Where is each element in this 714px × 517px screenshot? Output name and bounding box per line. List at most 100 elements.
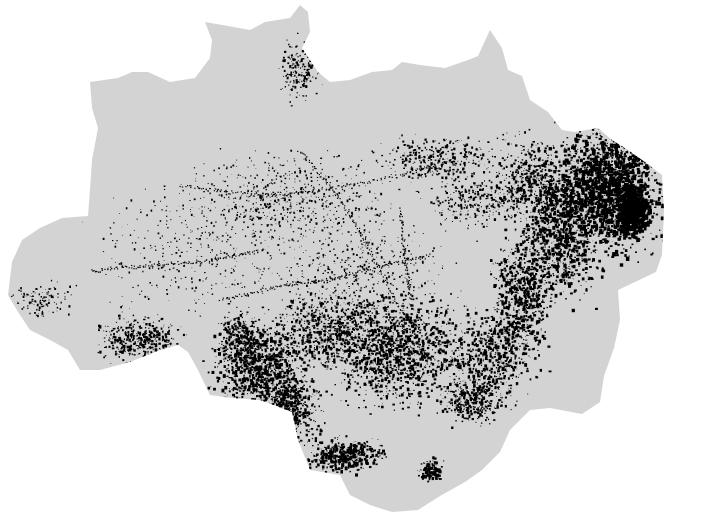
- density-mark: [591, 181, 595, 187]
- density-mark: [580, 214, 583, 217]
- density-mark: [563, 279, 566, 282]
- density-mark: [522, 302, 525, 304]
- density-mark: [632, 198, 634, 200]
- density-mark: [548, 216, 550, 218]
- density-mark: [493, 277, 495, 278]
- density-mark: [576, 254, 580, 257]
- density-mark: [514, 358, 516, 360]
- density-mark: [575, 232, 577, 234]
- density-mark: [476, 330, 478, 332]
- density-mark: [526, 219, 527, 221]
- density-mark: [548, 281, 551, 284]
- density-mark: [642, 208, 645, 210]
- density-mark: [583, 243, 586, 245]
- density-mark: [550, 220, 553, 223]
- density-mark: [577, 252, 579, 254]
- density-mark: [470, 355, 472, 357]
- density-mark: [582, 217, 584, 219]
- density-mark: [598, 179, 601, 183]
- density-mark: [538, 228, 542, 232]
- density-mark: [623, 173, 627, 176]
- density-mark: [514, 230, 516, 232]
- density-mark: [564, 232, 567, 235]
- density-mark: [592, 188, 595, 193]
- density-mark: [604, 160, 606, 162]
- density-mark: [572, 264, 576, 269]
- density-mark: [493, 284, 496, 288]
- density-mark: [528, 325, 531, 328]
- density-mark: [640, 202, 642, 205]
- density-mark: [488, 329, 491, 331]
- density-mark: [645, 191, 647, 194]
- density-mark: [559, 193, 562, 196]
- density-mark: [560, 194, 564, 197]
- density-mark: [608, 170, 612, 174]
- density-mark: [552, 189, 554, 191]
- density-mark: [552, 260, 554, 262]
- density-mark: [640, 220, 642, 222]
- density-mark: [604, 167, 606, 170]
- density-mark: [621, 211, 624, 215]
- density-mark: [561, 208, 565, 211]
- density-mark: [449, 376, 451, 378]
- density-mark: [608, 152, 610, 154]
- density-mark: [641, 172, 643, 174]
- density-mark: [614, 144, 618, 149]
- density-mark: [492, 364, 496, 367]
- density-mark: [553, 146, 554, 147]
- density-mark: [520, 358, 523, 360]
- density-mark: [577, 210, 579, 213]
- density-mark: [657, 199, 660, 202]
- density-mark: [499, 321, 501, 323]
- density-mark: [587, 209, 591, 212]
- density-mark: [523, 339, 525, 341]
- density-mark: [524, 330, 527, 333]
- density-mark: [518, 278, 520, 281]
- density-mark: [600, 210, 602, 213]
- density-mark: [528, 293, 530, 295]
- density-mark: [566, 206, 568, 208]
- density-mark: [598, 218, 603, 223]
- density-mark: [487, 336, 489, 338]
- density-mark: [540, 219, 542, 221]
- density-mark: [582, 268, 585, 271]
- density-mark: [584, 250, 587, 254]
- density-mark: [604, 239, 608, 244]
- density-mark: [523, 266, 525, 268]
- density-mark: [597, 170, 599, 172]
- density-mark: [513, 307, 515, 309]
- density-mark: [544, 275, 546, 277]
- density-mark: [491, 336, 494, 338]
- density-mark: [587, 175, 590, 177]
- density-mark: [511, 302, 513, 303]
- density-mark: [643, 186, 647, 191]
- density-mark: [471, 355, 474, 358]
- density-mark: [526, 268, 528, 270]
- density-mark: [587, 136, 591, 140]
- density-mark: [607, 200, 611, 203]
- density-mark: [458, 370, 460, 371]
- density-mark: [512, 200, 516, 203]
- density-mark: [628, 166, 632, 169]
- density-mark: [568, 194, 573, 197]
- density-mark: [631, 184, 635, 189]
- density-mark: [534, 335, 536, 337]
- density-mark: [494, 346, 496, 348]
- density-mark: [640, 239, 642, 241]
- density-mark: [585, 187, 588, 190]
- density-mark: [604, 162, 607, 166]
- density-mark: [635, 185, 637, 187]
- density-mark: [591, 165, 596, 171]
- density-mark: [365, 393, 367, 396]
- density-mark: [536, 269, 539, 271]
- density-mark: [576, 203, 579, 205]
- density-mark: [604, 144, 608, 147]
- density-mark: [572, 170, 573, 171]
- density-mark: [550, 154, 552, 156]
- density-mark: [564, 215, 566, 218]
- density-mark: [417, 308, 420, 312]
- density-mark: [462, 336, 463, 337]
- density-mark: [585, 148, 589, 153]
- density-mark: [593, 177, 596, 180]
- density-mark: [472, 344, 474, 346]
